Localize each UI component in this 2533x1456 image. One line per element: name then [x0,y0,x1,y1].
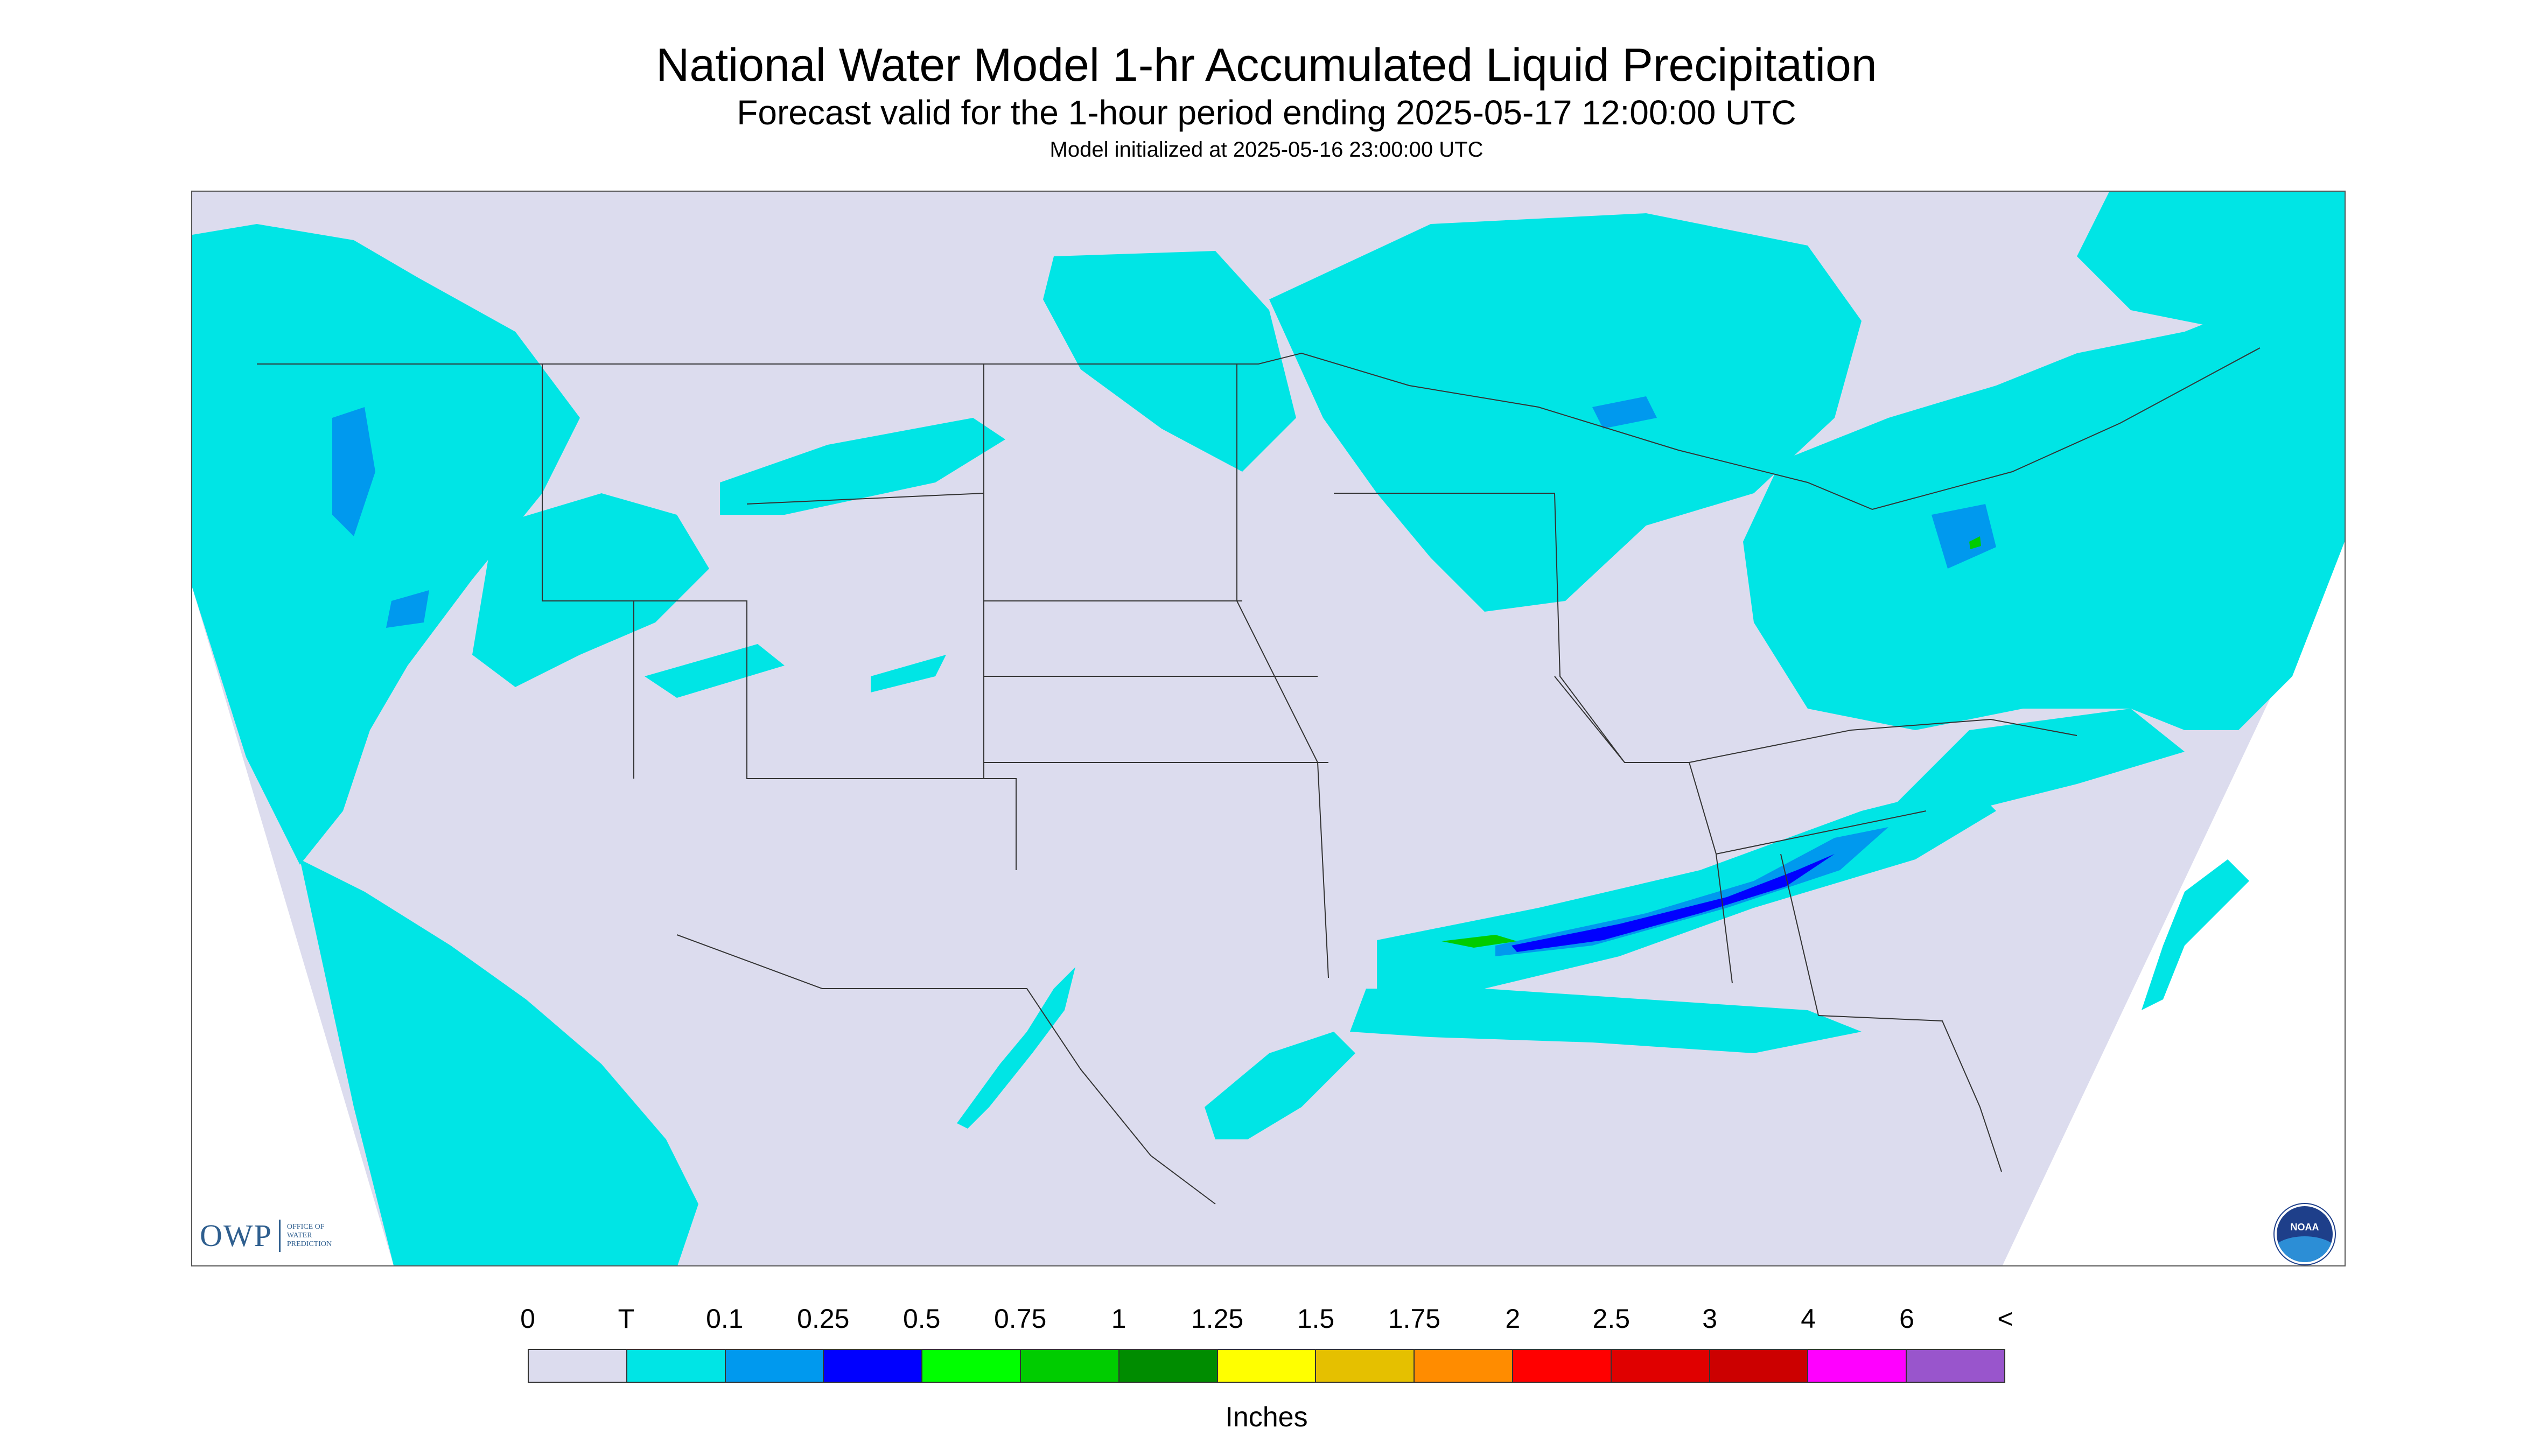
precip-east-offshore [2142,859,2249,1010]
model-init-line: Model initialized at 2025-05-16 23:00:00… [1049,138,1484,162]
precip-gulf-coast [1350,989,1862,1053]
legend-tick-label: T [618,1304,635,1334]
owp-logo-mark: OWP [200,1218,272,1253]
precip-light-new-york [1932,504,1996,569]
legend-swatch [1119,1350,1218,1382]
precip-idaho-band [472,493,709,687]
precip-trace-areas [192,192,2345,1265]
legend-tick-label: 1.5 [1297,1304,1335,1334]
precip-light-nevada [386,590,429,628]
precip-new-england-north [2077,192,2345,332]
precip-northeast-plume [1969,440,2345,730]
precip-map: OWP OFFICE OF WATER PREDICTION NOAA [191,191,2346,1266]
precip-light-oregon [332,407,375,536]
legend-swatch [1415,1350,1513,1382]
state-lines-east [1689,718,2077,1172]
precip-moderate-southeast [1512,854,1835,952]
border-canada-us [257,347,2261,510]
legend-swatch [922,1350,1021,1382]
owp-logo: OWP OFFICE OF WATER PREDICTION [200,1217,346,1254]
legend-swatch [1217,1350,1317,1382]
noaa-logo: NOAA [2275,1204,2335,1264]
map-subtitle: Forecast valid for the 1-hour period end… [737,93,1796,132]
border-mexico-us [676,934,1216,1205]
legend-tick-label: 4 [1801,1304,1816,1334]
precip-texas-streak [957,967,1075,1129]
legend-tick-label: 2 [1505,1304,1521,1334]
legend-swatch [1020,1350,1119,1382]
legend-tick-label: < [1997,1304,2013,1334]
legend-swatch [1513,1350,1612,1382]
legend-tick-label: 0.1 [706,1304,744,1334]
legend-tick-labels: 0 T 0.1 0.25 0.5 0.75 1 1.25 1.5 1.75 2 2.5 3 4 6 < [520,1303,2013,1335]
precip-light-great-lakes [1592,396,1657,429]
map-title: National Water Model 1-hr Accumulated Li… [656,39,1877,91]
map-canvas [192,192,2345,1265]
legend-tick-label: 6 [1899,1304,1914,1334]
precip-colorado-streak [871,655,946,692]
legend-swatch [1611,1350,1710,1382]
legend-tick-label: 1.25 [1191,1304,1244,1334]
legend-swatch [1907,1350,2004,1382]
legend-tick-label: 0.75 [993,1304,1047,1334]
legend-tick-label: 3 [1702,1304,1718,1334]
precip-moderate-areas [1512,854,1835,952]
precip-wyoming-streak [645,644,785,698]
legend-swatch [1316,1350,1415,1382]
legend-swatch [1808,1350,1907,1382]
precip-pacific-southwest [300,859,698,1265]
precip-heavy-areas [1442,536,1981,948]
owp-logo-divider [278,1219,281,1252]
political-borders [257,347,2261,1205]
legend-tick-label: 1 [1111,1304,1126,1334]
legend-swatch [627,1350,726,1382]
legend-swatch [725,1350,824,1382]
precip-southeast-band [1377,784,1996,989]
precip-pacific-northwest [192,224,580,865]
legend-units: Inches [1225,1402,1308,1433]
legend-tick-label: 0.25 [797,1304,850,1334]
precip-minnesota-wisconsin [1269,213,1862,612]
legend-tick-label: 2.5 [1592,1304,1631,1334]
owp-logo-text: OFFICE OF WATER PREDICTION [286,1222,332,1248]
precip-heavy-mississippi [1442,935,1517,948]
precip-heavy-new-york [1969,536,1981,549]
legend-swatch [1710,1350,1809,1382]
legend-swatch [824,1350,923,1382]
noaa-logo-text: NOAA [2290,1221,2319,1233]
legend-tick-label: 1.75 [1388,1304,1441,1334]
no-data-area-east [2002,541,2345,1265]
noaa-wave-shape [2277,1236,2333,1262]
precip-texas-coast [1205,1032,1355,1139]
legend-tick-label: 0.5 [902,1304,941,1334]
state-lines-central [983,364,1733,984]
precip-north-dakota-streaks [1043,251,1296,472]
precip-montana-band [720,418,1005,515]
legend-tick-label: 0 [520,1304,535,1334]
legend-swatch [529,1350,627,1382]
precip-legend-bar [528,1349,2005,1383]
